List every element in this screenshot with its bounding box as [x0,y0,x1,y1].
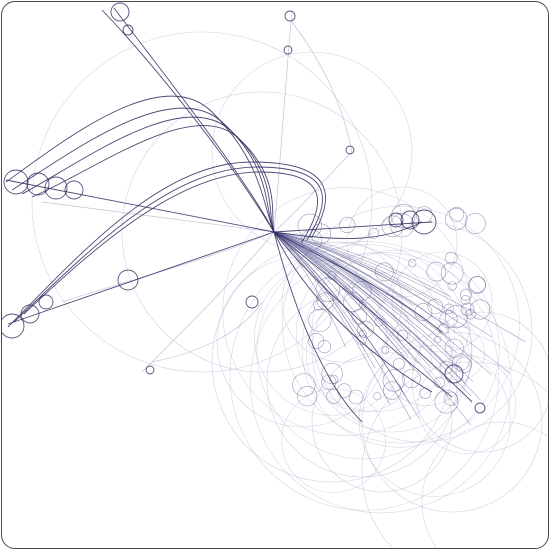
nested-circle [257,244,472,459]
large-faint-circle [122,92,402,372]
prominent-ring [39,295,53,309]
light-wander-curve [42,202,274,232]
large-faint-circle [282,242,402,362]
prominent-ring [111,3,129,21]
small-ring [318,340,331,353]
small-ring [349,390,363,404]
small-ring [393,358,404,369]
large-faint-circle [312,222,532,442]
light-wander-curve [274,12,292,232]
small-ring [441,262,463,284]
small-ring [352,309,367,324]
small-ring [397,330,408,341]
large-faint-circle [32,32,372,372]
dark-sweep-curve [6,180,274,232]
large-faint-circle [422,422,549,549]
small-ring [309,309,331,331]
faint-circle-layer [32,32,549,549]
prominent-ring [65,181,83,199]
nested-circle [431,326,485,380]
nested-circle [223,187,471,435]
small-ring [293,374,316,397]
small-ring [322,363,343,384]
small-ring [340,217,356,233]
light-wander-curve [152,302,262,362]
fan-line [274,232,404,395]
dark-sweep-curve [114,8,274,232]
small-ring [445,208,467,230]
light-wander-curve [292,22,352,152]
prominent-ring [2,314,24,338]
small-ring [383,370,405,392]
prominent-ring [146,366,154,374]
prominent-ring [401,211,419,229]
small-ring [409,259,417,267]
prominent-ring [475,403,485,413]
small-ring [330,375,338,383]
small-ring [374,393,381,400]
small-ring [444,304,454,314]
nested-circle [418,356,516,454]
prominent-ring [285,11,295,21]
small-ring [465,213,485,233]
prominent-ring [346,146,354,154]
dark-sweep-curve [102,10,274,232]
small-ring [402,370,420,388]
large-faint-circle [392,252,492,352]
prominent-ring [284,46,292,54]
small-ring [420,388,431,399]
dark-sweep-curve [24,172,318,314]
small-ring [468,277,485,294]
large-faint-circle [267,287,457,477]
